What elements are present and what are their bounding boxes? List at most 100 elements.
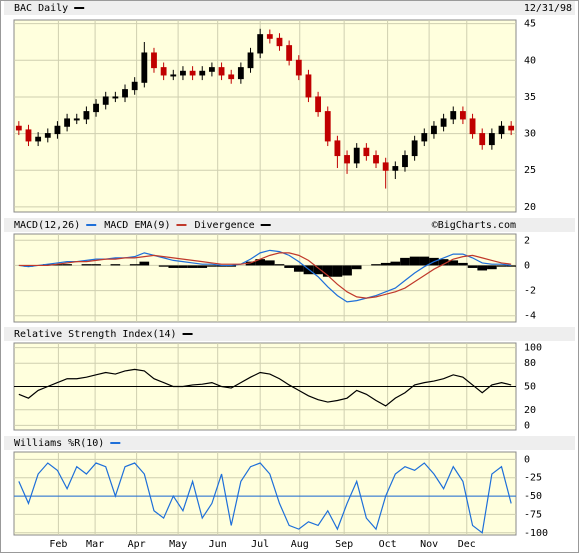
- x-tick-label: Apr: [128, 539, 146, 550]
- divergence-bar: [477, 265, 488, 271]
- candle-body: [54, 125, 61, 135]
- candle-body: [199, 70, 206, 76]
- y-tick-label: -50: [524, 491, 542, 502]
- candle-body: [237, 67, 244, 80]
- divergence-bar: [332, 265, 343, 277]
- divergence-bar: [178, 265, 188, 268]
- plot-area: [13, 19, 517, 213]
- x-tick-label: Aug: [291, 539, 309, 550]
- divergence-bar: [380, 262, 391, 266]
- candle-body: [44, 133, 51, 138]
- candle-body: [286, 45, 293, 61]
- candle-body: [93, 103, 99, 113]
- divergence-bar: [496, 265, 507, 267]
- y-tick-label: -100: [524, 528, 548, 539]
- divergence-bar: [342, 265, 352, 276]
- divergence-bar: [129, 264, 140, 266]
- y-tick-label: 40: [524, 55, 536, 66]
- candle-body: [35, 136, 42, 142]
- y-tick-label: 50: [524, 382, 536, 393]
- divergence-bar: [400, 257, 410, 266]
- candle-body: [488, 133, 495, 146]
- candle-body: [411, 140, 418, 157]
- divergence-bar: [419, 256, 430, 266]
- divergence-bar: [448, 260, 459, 266]
- legend-label: Williams %R(10): [14, 438, 104, 449]
- candle-body: [402, 155, 408, 168]
- divergence-bar: [274, 264, 285, 266]
- candle-body: [382, 162, 389, 171]
- line-series: [18, 368, 512, 407]
- legend-label: MACD(12,26): [14, 220, 80, 231]
- divergence-bar: [168, 265, 179, 268]
- x-tick-label: May: [169, 539, 187, 550]
- x-tick-label: Oct: [379, 539, 397, 550]
- candle-body: [208, 67, 215, 72]
- x-tick-label: Feb: [49, 539, 67, 550]
- line-series: [18, 252, 512, 299]
- divergence-bar: [216, 265, 227, 267]
- divergence-bar: [52, 264, 63, 266]
- x-tick-label: Sep: [335, 539, 353, 550]
- candle-body: [334, 140, 341, 157]
- candle-body: [363, 147, 370, 157]
- divergence-bar: [255, 259, 265, 266]
- candle-body: [218, 67, 225, 76]
- candle-body: [353, 147, 360, 164]
- panel-header: [4, 1, 575, 15]
- divergence-bar: [42, 264, 53, 266]
- candle-body: [112, 96, 119, 99]
- divergence-bar: [207, 265, 217, 267]
- candle-body: [450, 111, 457, 120]
- candle-body: [440, 118, 447, 127]
- plot-area: [13, 451, 517, 536]
- candle-body: [498, 125, 505, 135]
- y-tick-label: 80: [524, 358, 536, 369]
- candle-body: [305, 74, 312, 98]
- candle-body: [25, 129, 32, 142]
- x-tick-label: Dec: [458, 539, 476, 550]
- divergence-bar: [284, 265, 294, 268]
- divergence-bar: [487, 265, 497, 270]
- candle-body: [373, 155, 379, 164]
- divergence-bar: [458, 262, 468, 266]
- divergence-bar: [322, 265, 333, 277]
- divergence-bar: [351, 265, 362, 270]
- divergence-bar: [187, 265, 198, 268]
- divergence-bar: [81, 264, 92, 266]
- y-tick-label: 25: [524, 165, 536, 176]
- candle-body: [73, 118, 80, 121]
- divergence-bar: [245, 261, 256, 266]
- candle-body: [276, 37, 283, 47]
- y-tick-label: 45: [524, 19, 536, 30]
- candle-body: [131, 81, 138, 91]
- candle-body: [160, 67, 167, 76]
- candle-body: [508, 125, 515, 131]
- credit: ©BigCharts.com: [432, 220, 516, 231]
- divergence-bar: [62, 264, 72, 266]
- candle-body: [266, 34, 273, 39]
- candle-body: [228, 74, 235, 80]
- divergence-bar: [110, 264, 121, 266]
- legend-label: MACD EMA(9): [104, 220, 170, 231]
- panel-header: [4, 327, 575, 341]
- divergence-bar: [438, 259, 449, 266]
- divergence-bar: [371, 264, 381, 266]
- y-tick-label: 0: [524, 454, 530, 465]
- x-tick-label: Mar: [86, 539, 104, 550]
- candle-body: [141, 52, 148, 83]
- divergence-bar: [265, 260, 275, 266]
- y-tick-label: -2: [524, 286, 536, 297]
- panel-header: [4, 436, 575, 450]
- candle-body: [83, 111, 90, 120]
- candle-body: [469, 118, 476, 135]
- divergence-bar: [390, 261, 401, 266]
- candle-body: [257, 34, 264, 54]
- candle-body: [122, 89, 128, 98]
- candle-body: [151, 52, 157, 69]
- candle-body: [295, 59, 302, 76]
- candle-body: [431, 125, 437, 135]
- date-label: 12/31/98: [524, 3, 572, 14]
- y-tick-label: -75: [524, 509, 542, 520]
